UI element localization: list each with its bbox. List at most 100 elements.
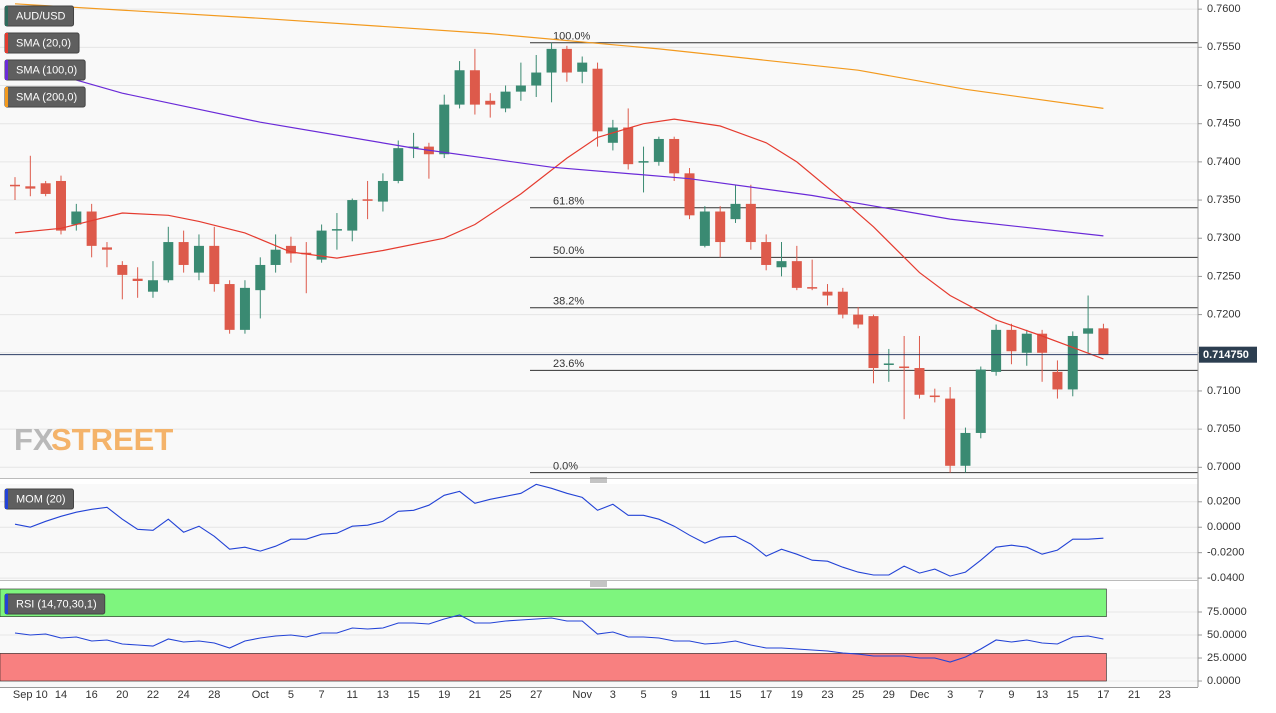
- panel-grip: [590, 477, 607, 587]
- sma-line: [14, 3, 1104, 109]
- candle-body: [469, 70, 480, 105]
- candle-body: [1037, 333, 1048, 353]
- candle-body: [807, 287, 818, 289]
- y-tick-label: 0.7400: [1207, 156, 1241, 168]
- legend-item: AUD/USD: [4, 5, 75, 27]
- y-tick-label: -0.0400: [1207, 572, 1244, 584]
- candle-body: [193, 245, 204, 273]
- x-tick-label: 27: [530, 689, 542, 701]
- legend-swatch: [5, 489, 8, 509]
- candle-body: [117, 264, 128, 275]
- candle-body: [868, 316, 879, 369]
- legend-label: SMA (200,0): [16, 91, 77, 103]
- candle-body: [837, 291, 848, 315]
- x-tick-label: 13: [377, 689, 389, 701]
- x-tick-label: 25: [499, 689, 511, 701]
- y-tick-label: 0.0000: [1207, 521, 1241, 533]
- y-tick-label: 0.0200: [1207, 496, 1241, 508]
- candle-body: [25, 186, 36, 189]
- sma-line: [14, 62, 1104, 237]
- x-tick-label: 25: [852, 689, 864, 701]
- candle-body: [577, 62, 588, 72]
- candle-body: [761, 242, 772, 265]
- last-price-label: 0.714750: [1203, 349, 1249, 361]
- candle-body: [883, 363, 894, 365]
- candle-body: [255, 264, 266, 291]
- candle-body: [1083, 328, 1094, 334]
- overlay-layer: Sep 10 14 16 20 22 24 28 Oct 5 7 11 13 15 19 21 25 27 Nov…: [4, 3, 1257, 701]
- y-tick-label: 0.7100: [1207, 385, 1241, 397]
- candle-body: [991, 329, 1002, 372]
- x-tick-label: 15: [1067, 689, 1079, 701]
- fib-label: 23.6%: [553, 358, 584, 370]
- x-tick-label: 17: [1097, 689, 1109, 701]
- candle-body: [270, 249, 281, 265]
- candle-body: [730, 203, 741, 220]
- candle-body: [699, 211, 710, 246]
- y-tick-label: 25.0000: [1207, 652, 1247, 664]
- x-tick-label: 20: [116, 689, 128, 701]
- band: [0, 588, 1107, 617]
- candle-body: [55, 180, 66, 231]
- candle-body: [209, 245, 220, 285]
- y-tick-label: 50.0000: [1207, 629, 1247, 641]
- candle-body: [393, 148, 404, 181]
- candle-body: [669, 138, 680, 174]
- x-tick-label: 17: [760, 689, 772, 701]
- y-tick-label: 0.7300: [1207, 232, 1241, 244]
- legend-item: SMA (200,0): [4, 86, 86, 108]
- candle-body: [1021, 333, 1032, 353]
- x-tick-label: 7: [319, 689, 325, 701]
- x-tick-label: Sep 10: [13, 689, 48, 701]
- candle-body: [239, 287, 250, 330]
- candle-body: [745, 203, 756, 243]
- x-tick-label: 9: [1008, 689, 1014, 701]
- fib-label: 0.0%: [553, 461, 578, 473]
- legend-label: AUD/USD: [16, 10, 66, 22]
- x-tick-label: 15: [729, 689, 741, 701]
- candle-body: [776, 261, 787, 268]
- x-tick-label: 22: [147, 689, 159, 701]
- candle-body: [853, 314, 864, 325]
- candle-body: [715, 211, 726, 243]
- x-tick-label: 3: [947, 689, 953, 701]
- legend-swatch: [5, 33, 8, 53]
- x-tick-label: 14: [55, 689, 67, 701]
- candle-body: [960, 432, 971, 466]
- y-tick-label: 0.7200: [1207, 309, 1241, 321]
- y-tick-label: 0.7600: [1207, 3, 1241, 15]
- indicator-line: [14, 614, 1104, 663]
- legend-swatch: [5, 594, 8, 614]
- candle-body: [945, 398, 956, 466]
- legend-label: SMA (100,0): [16, 64, 77, 76]
- candle-body: [975, 369, 986, 433]
- band: [0, 653, 1107, 682]
- candle-body: [515, 85, 526, 92]
- x-tick-label: 11: [699, 689, 710, 701]
- x-tick-label: 5: [288, 689, 294, 701]
- y-tick-label: 0.7500: [1207, 79, 1241, 91]
- candle-body: [899, 366, 910, 369]
- x-tick-label: 7: [978, 689, 984, 701]
- candle-body: [822, 291, 833, 296]
- y-tick-label: 0.7350: [1207, 194, 1241, 206]
- legend-label: SMA (20,0): [16, 37, 71, 49]
- y-tick-label: 0.7250: [1207, 270, 1241, 282]
- candle-body: [439, 104, 450, 155]
- mom-panel: [0, 484, 1198, 580]
- candle-body: [331, 229, 342, 231]
- candle-body: [607, 127, 618, 143]
- candle-body: [178, 242, 189, 265]
- candle-body: [316, 230, 327, 260]
- x-tick-label: 9: [671, 689, 677, 701]
- candle-body: [224, 284, 235, 330]
- fib-label: 50.0%: [553, 245, 584, 257]
- candle-body: [1052, 371, 1063, 390]
- watermark: FX: [14, 422, 54, 457]
- y-tick-label: -0.0200: [1207, 547, 1244, 559]
- x-tick-label: 23: [1159, 689, 1171, 701]
- candle-body: [561, 48, 572, 73]
- indicator-line: [14, 483, 1104, 577]
- legend-swatch: [5, 6, 8, 26]
